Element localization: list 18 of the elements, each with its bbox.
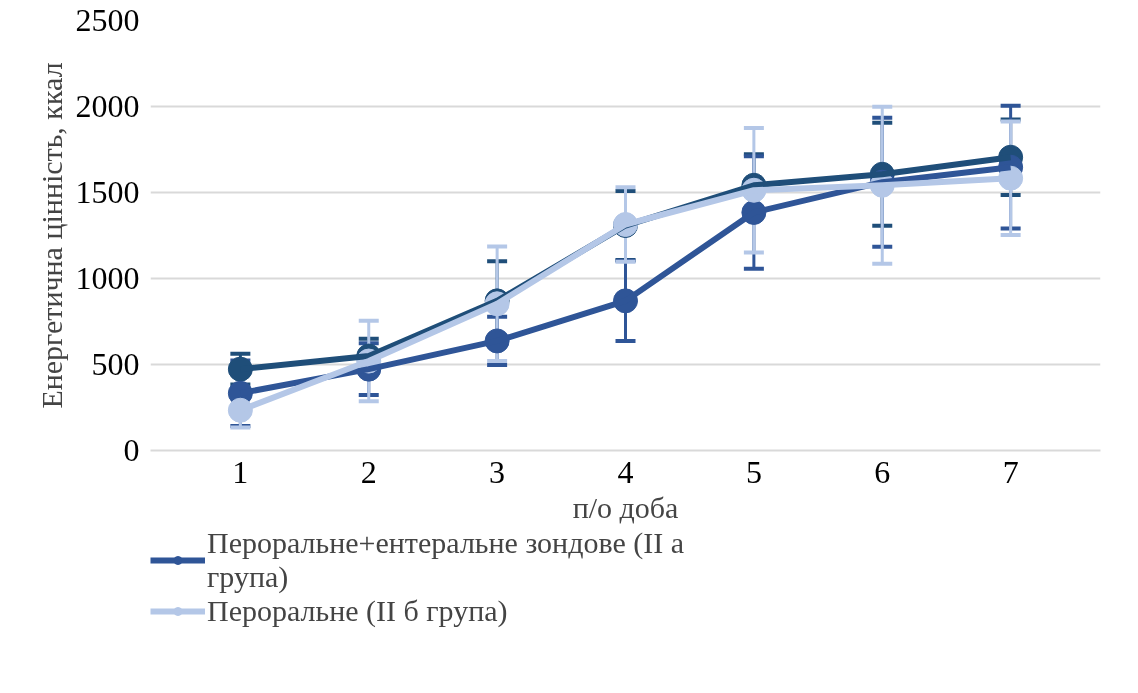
legend-label: Пероральне (II б група)	[207, 594, 508, 628]
y-tick-label: 0	[123, 432, 140, 468]
x-tick-label: 1	[232, 453, 249, 490]
x-tick-label: 6	[874, 453, 891, 490]
x-tick-label: 5	[745, 453, 762, 490]
legend-label: Пероральне+ентеральне зондове (II а група)	[207, 526, 684, 594]
x-tick-label: 7	[1002, 453, 1019, 490]
y-tick-label: 1000	[75, 260, 140, 296]
y-tick-label: 500	[91, 346, 140, 382]
x-tick-label: 4	[617, 453, 634, 490]
point	[227, 356, 253, 382]
x-axis-title: п/о доба	[572, 490, 679, 524]
x-tick-label: 3	[489, 453, 506, 490]
y-tick-label: 2500	[75, 2, 140, 38]
y-tick-label: 1500	[75, 174, 140, 210]
x-tick-label: 2	[360, 453, 377, 490]
y-axis-title: Енергетична цінність, ккал	[34, 62, 68, 409]
y-tick-label: 2000	[75, 88, 140, 124]
